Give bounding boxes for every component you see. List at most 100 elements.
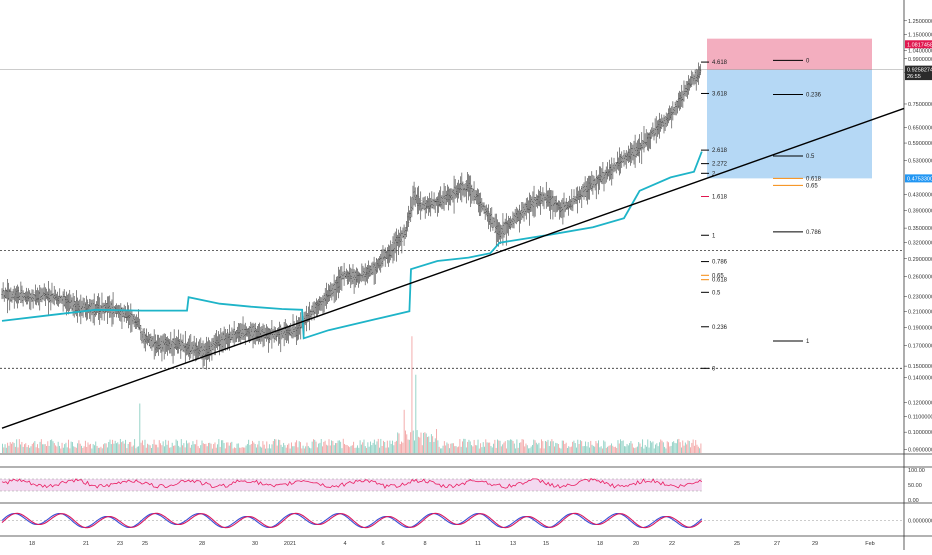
volume-bar bbox=[350, 445, 352, 453]
volume-bar bbox=[700, 443, 702, 453]
volume-bar bbox=[371, 445, 373, 453]
volume-bar bbox=[87, 442, 89, 453]
volume-bar bbox=[320, 439, 322, 453]
volume-bar bbox=[499, 440, 501, 453]
volume-bar bbox=[415, 374, 417, 453]
volume-bar bbox=[248, 439, 250, 453]
volume-bar bbox=[144, 439, 146, 453]
volume-bar bbox=[574, 443, 576, 453]
volume-bar bbox=[284, 445, 286, 453]
volume-bar bbox=[679, 442, 681, 453]
volume-bar bbox=[122, 441, 124, 453]
fib-retracement-label: 0.5 bbox=[806, 154, 815, 160]
volume-bar bbox=[233, 447, 235, 453]
volume-bar bbox=[355, 447, 357, 453]
volume-bar bbox=[189, 447, 191, 453]
volume-bar bbox=[100, 446, 102, 453]
volume-bar bbox=[258, 440, 260, 453]
volume-bar bbox=[683, 445, 685, 453]
volume-bar bbox=[271, 444, 273, 453]
volume-bar bbox=[414, 440, 415, 453]
volume-bar bbox=[184, 447, 186, 453]
volume-bar bbox=[104, 443, 106, 453]
volume-bar bbox=[465, 447, 467, 453]
volume-bar bbox=[459, 439, 461, 453]
volume-bar bbox=[687, 440, 689, 453]
volume-bar bbox=[186, 440, 187, 453]
price-badge bbox=[905, 40, 932, 49]
volume-bar bbox=[130, 441, 132, 453]
volume-bar bbox=[495, 447, 497, 453]
volume-bar bbox=[635, 447, 637, 453]
volume-bar bbox=[323, 441, 325, 453]
volume-bar bbox=[329, 445, 331, 453]
volume-bar bbox=[481, 447, 483, 453]
price-tick-label: 0.53000000 bbox=[908, 159, 932, 165]
volume-bar bbox=[586, 446, 588, 453]
volume-bar bbox=[243, 447, 244, 453]
price-tick-label: 0.39000000 bbox=[908, 208, 932, 214]
volume-bar bbox=[443, 441, 445, 453]
volume-bar bbox=[394, 441, 396, 453]
volume-bar bbox=[81, 445, 82, 453]
date-tick-label: 29 bbox=[812, 541, 818, 547]
volume-bar bbox=[95, 441, 97, 453]
volume-bar bbox=[349, 447, 351, 453]
volume-bar bbox=[178, 445, 180, 453]
vwap-line bbox=[1, 151, 703, 340]
volume-bar bbox=[552, 441, 554, 453]
volume-bar bbox=[625, 446, 627, 453]
volume-bar bbox=[697, 446, 699, 453]
volume-bar bbox=[240, 447, 242, 453]
volume-bar bbox=[559, 447, 561, 453]
volume-bar bbox=[307, 446, 309, 453]
volume-bar bbox=[551, 439, 553, 453]
volume-bar bbox=[587, 442, 589, 453]
volume-bar bbox=[57, 441, 59, 453]
date-tick-label: 13 bbox=[510, 541, 516, 547]
volume-bar bbox=[196, 439, 198, 453]
volume-bar bbox=[380, 438, 382, 453]
volume-bar bbox=[342, 438, 344, 453]
volume-bar bbox=[188, 442, 190, 453]
volume-bar bbox=[439, 448, 441, 453]
volume-bar bbox=[118, 444, 120, 453]
volume-bar bbox=[198, 448, 200, 453]
price-tick-label: 0.65000000 bbox=[908, 125, 932, 131]
volume-bar bbox=[367, 442, 369, 453]
volume-bar bbox=[153, 439, 155, 453]
volume-bar bbox=[135, 448, 137, 453]
short-position-tool bbox=[707, 38, 872, 179]
volume-bar bbox=[548, 446, 550, 453]
volume-bar bbox=[292, 446, 294, 453]
volume-bar bbox=[379, 447, 380, 453]
volume-bar bbox=[335, 443, 336, 453]
volume-bar bbox=[621, 441, 623, 453]
volume-bar bbox=[272, 441, 274, 453]
fib-extension-label: 2.618 bbox=[712, 148, 728, 154]
volume-bar bbox=[405, 430, 406, 453]
date-tick-label: 6 bbox=[381, 541, 384, 547]
volume-bar bbox=[408, 439, 410, 453]
volume-bar bbox=[474, 445, 476, 453]
volume-bar bbox=[148, 444, 150, 453]
volume-bar bbox=[388, 447, 390, 453]
volume-bar bbox=[157, 447, 159, 453]
volume-bar bbox=[347, 446, 349, 453]
volume-bar bbox=[437, 440, 439, 453]
volume-bar bbox=[205, 443, 207, 453]
volume-bar bbox=[372, 442, 374, 453]
volume-bar bbox=[629, 443, 631, 453]
volume-bar bbox=[581, 441, 583, 453]
volume-bar bbox=[175, 439, 177, 453]
volume-bar bbox=[288, 443, 290, 453]
fib-retracement-label: 0.65 bbox=[806, 183, 818, 189]
price-candles bbox=[1, 62, 702, 370]
volume-bar bbox=[533, 439, 535, 453]
volume-bar bbox=[141, 440, 143, 453]
volume-bar bbox=[65, 442, 67, 453]
fib-extension-label: 0.236 bbox=[712, 325, 728, 331]
volume-bar bbox=[468, 439, 470, 453]
